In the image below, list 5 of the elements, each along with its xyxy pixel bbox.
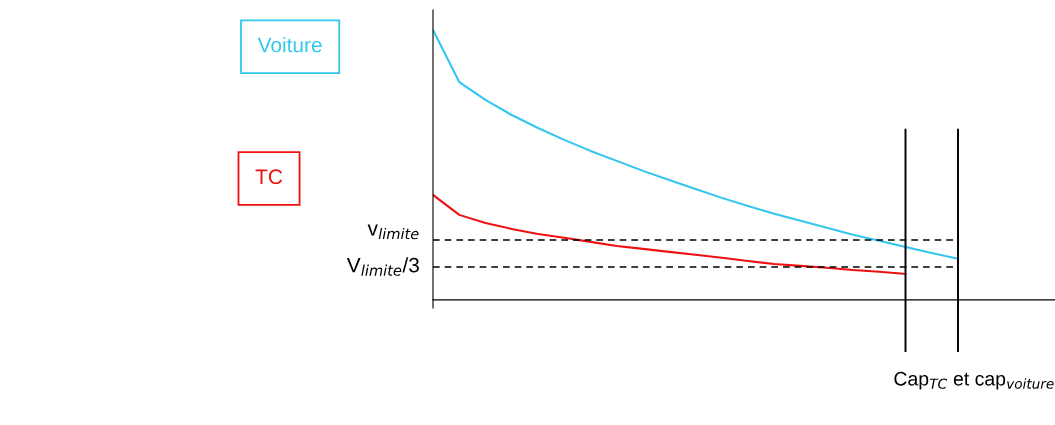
ref-line-label: v$_{limite}$ (367, 224, 419, 240)
text: Voiture (257, 37, 322, 53)
ref-line-label: V$_{limite}$/3 (346, 257, 419, 276)
x-axis-title: Cap$_{TC}$ et cap$_{voiture}$ (894, 371, 1054, 390)
text: TC (255, 169, 283, 185)
